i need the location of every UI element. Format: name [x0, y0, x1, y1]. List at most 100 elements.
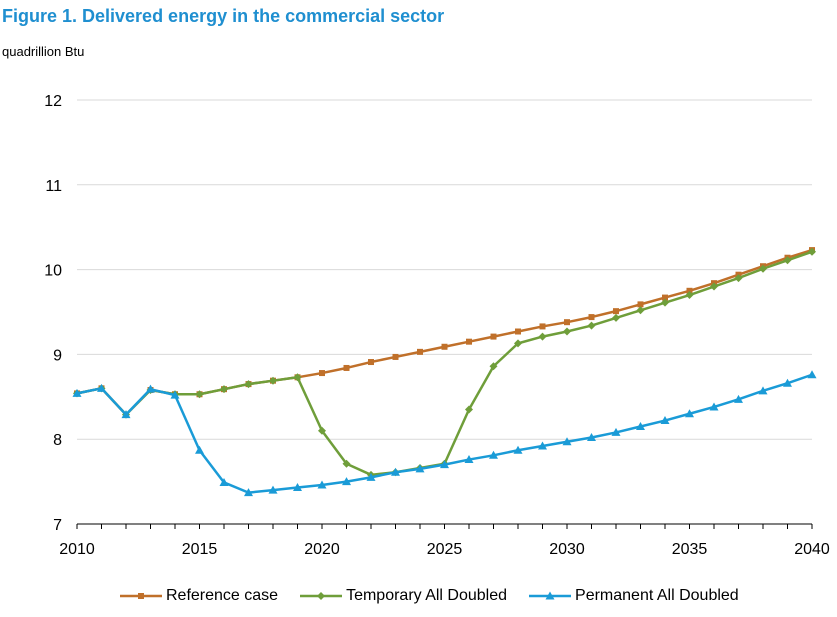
data-point-s2-2040 — [808, 247, 816, 256]
legend-label-permanent: Permanent All Doubled — [575, 587, 739, 604]
data-point-s3-2018 — [268, 485, 278, 494]
data-point-s3-2026 — [464, 455, 474, 464]
legend-item-reference: Reference case — [120, 587, 278, 605]
data-point-s3-2013 — [146, 384, 155, 393]
data-point-s3-2020 — [317, 480, 327, 489]
legend-marker-3 — [545, 591, 555, 600]
unit-label: quadrillion Btu — [2, 44, 85, 59]
x-tick-label-2030: 2030 — [549, 541, 585, 558]
data-point-s2-2029 — [538, 332, 547, 341]
data-point-s2-2039 — [783, 256, 792, 265]
data-point-s3-2024 — [415, 464, 425, 473]
data-point-s3-2028 — [513, 445, 523, 454]
data-point-s2-2027 — [489, 362, 498, 371]
data-point-s2-2021 — [342, 459, 351, 468]
legend-marker-1 — [138, 593, 144, 599]
data-point-s1-2025 — [441, 343, 448, 350]
data-point-s3-2017 — [244, 488, 253, 497]
data-point-s3-2010 — [72, 388, 82, 397]
legend-marker-2 — [317, 592, 326, 600]
data-point-s2-2030 — [563, 327, 571, 336]
data-point-s1-2035 — [686, 287, 693, 294]
data-point-s3-2031 — [587, 433, 596, 442]
data-point-s1-2020 — [319, 370, 325, 377]
x-ticks — [76, 524, 813, 529]
data-point-s3-2039 — [783, 378, 792, 387]
data-point-s2-2036 — [710, 282, 718, 291]
data-point-s3-2035 — [685, 409, 694, 418]
data-point-s2-2018 — [269, 376, 277, 385]
legend-swatch-permanent — [529, 591, 572, 600]
data-point-s1-2028 — [515, 328, 521, 335]
data-point-s3-2040 — [807, 370, 817, 379]
data-point-s2-2026 — [465, 405, 473, 414]
legend-swatch-reference — [120, 593, 162, 599]
data-point-s1-2029 — [539, 323, 546, 330]
chart-legend: Reference case Temporary All Doubled Per… — [120, 585, 820, 607]
legend-label-temporary: Temporary All Doubled — [346, 587, 508, 604]
data-point-s3-2021 — [342, 477, 351, 486]
data-point-s3-2015 — [195, 445, 204, 454]
data-point-s1-2023 — [392, 353, 399, 360]
data-point-s3-2022 — [366, 472, 376, 481]
data-point-s3-2034 — [660, 416, 670, 425]
x-tick-labels: 2010 2015 2020 2025 2030 2035 2040 — [59, 541, 830, 558]
series-line-1 — [75, 248, 814, 416]
data-point-s3-2038 — [758, 386, 768, 395]
x-tick-label-2040: 2040 — [794, 541, 830, 558]
data-point-s2-2034 — [661, 298, 669, 307]
y-tick-label-12: 12 — [44, 93, 62, 110]
data-point-s2-2035 — [685, 291, 694, 300]
data-point-s1-2031 — [588, 314, 595, 321]
data-point-s3-2014 — [170, 390, 180, 399]
x-tick-label-2035: 2035 — [672, 541, 708, 558]
x-tick-label-2025: 2025 — [427, 541, 463, 558]
data-point-s2-2033 — [636, 306, 645, 315]
data-point-s2-2031 — [587, 321, 596, 330]
data-point-s2-2015 — [195, 390, 204, 399]
x-tick-label-2020: 2020 — [304, 541, 340, 558]
series-3 — [72, 370, 817, 497]
data-point-s1-2021 — [343, 364, 350, 371]
data-point-s1-2034 — [662, 294, 668, 301]
data-point-s2-2019 — [293, 373, 302, 382]
data-point-s2-2028 — [514, 339, 522, 348]
data-point-s3-2030 — [562, 437, 572, 446]
data-point-s3-2037 — [734, 394, 743, 403]
legend-item-temporary: Temporary All Doubled — [300, 587, 507, 605]
series-1 — [74, 247, 815, 418]
data-point-s1-2030 — [564, 319, 570, 326]
gridlines — [77, 99, 812, 440]
x-tick-label-2010: 2010 — [59, 541, 95, 558]
data-point-s1-2032 — [613, 308, 619, 315]
y-tick-label-8: 8 — [53, 432, 62, 449]
data-point-s2-2017 — [244, 380, 253, 389]
data-point-s3-2025 — [440, 460, 449, 469]
data-point-s1-2022 — [368, 359, 374, 366]
legend-item-permanent: Permanent All Doubled — [529, 587, 739, 605]
data-point-s3-2011 — [97, 383, 106, 392]
data-point-s3-2019 — [293, 483, 302, 492]
series-line-3 — [75, 373, 814, 494]
data-point-s1-2027 — [490, 333, 497, 340]
y-tick-label-11: 11 — [45, 178, 62, 195]
figure-title: Figure 1. Delivered energy in the commer… — [2, 6, 445, 26]
data-point-s3-2036 — [709, 402, 719, 411]
data-point-s2-2016 — [220, 385, 228, 394]
data-point-s3-2016 — [219, 477, 229, 486]
y-tick-label-9: 9 — [53, 347, 62, 364]
data-point-s3-2023 — [391, 467, 400, 476]
series-line-2 — [75, 250, 814, 477]
legend-swatch-temporary — [300, 592, 343, 600]
data-point-s3-2027 — [489, 450, 498, 459]
series-2 — [73, 247, 816, 479]
data-point-s2-2020 — [318, 426, 326, 435]
y-tick-label-7: 7 — [53, 517, 62, 534]
y-tick-label-10: 10 — [44, 263, 62, 280]
data-point-s2-2038 — [759, 264, 767, 273]
data-point-s3-2012 — [121, 410, 131, 419]
data-point-s3-2032 — [611, 427, 621, 436]
data-point-s3-2033 — [636, 421, 645, 430]
data-point-s2-2032 — [612, 313, 620, 322]
